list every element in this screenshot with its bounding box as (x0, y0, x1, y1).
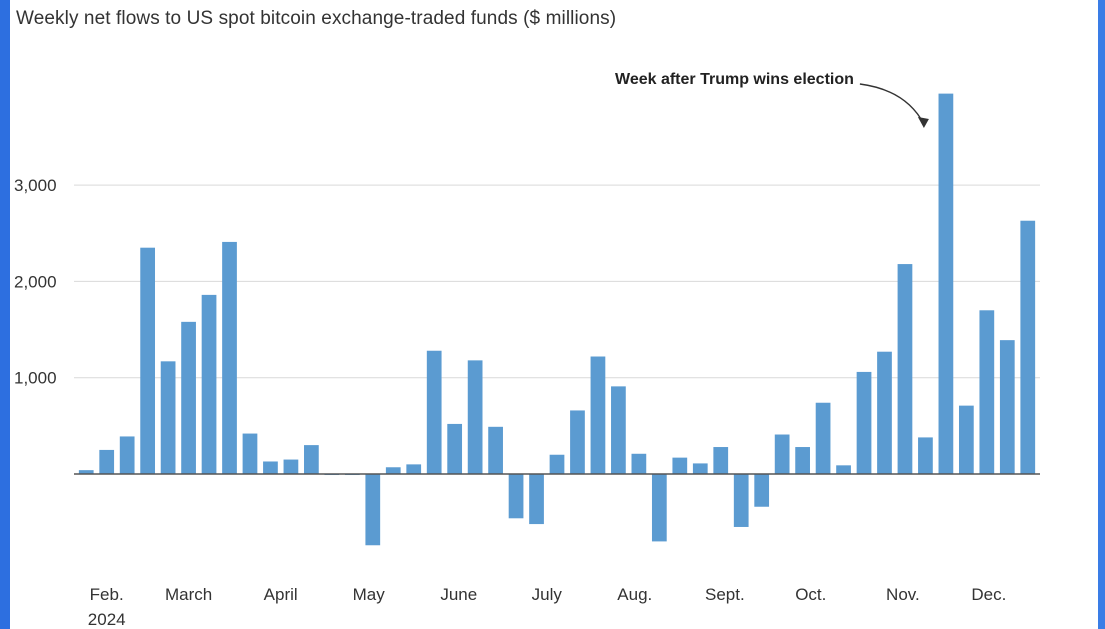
bar (181, 321, 196, 474)
chart-panel: Weekly net flows to US spot bitcoin exch… (10, 0, 1098, 629)
bar (1020, 220, 1036, 474)
bar (774, 434, 790, 474)
x-tick-label: Feb. (90, 585, 124, 604)
bar (406, 464, 422, 474)
x-tick-label: Nov. (886, 585, 920, 604)
x-tick-label: May (353, 585, 386, 604)
x-tick-label: Sept. (705, 585, 745, 604)
bar (304, 445, 319, 474)
bar (631, 453, 647, 474)
bar (713, 447, 729, 474)
bar (160, 361, 176, 474)
y-tick-label: 3,000 (14, 176, 57, 195)
annotation-arrowhead (917, 117, 929, 128)
bar (119, 436, 135, 474)
bar (365, 474, 381, 546)
bar (938, 93, 954, 475)
bar (99, 449, 115, 474)
chart-title: Weekly net flows to US spot bitcoin exch… (16, 8, 617, 29)
x-tick-label: April (264, 585, 298, 604)
bar (856, 371, 872, 474)
bar (836, 465, 851, 474)
x-tick-label: June (440, 585, 477, 604)
bar (692, 463, 708, 474)
bar (508, 474, 524, 519)
x-tick-label: Aug. (617, 585, 652, 604)
bar (815, 402, 831, 474)
annotation-arrow (859, 83, 925, 125)
bar (999, 340, 1015, 474)
bar (897, 264, 913, 474)
bar (447, 423, 463, 474)
bar (140, 247, 156, 474)
bar (549, 454, 565, 474)
bar (78, 470, 94, 474)
bar (467, 360, 483, 474)
x-tick-label: Dec. (971, 585, 1006, 604)
x-tick-label: March (165, 585, 212, 604)
x-tick-label: Oct. (795, 585, 826, 604)
bar (529, 474, 544, 525)
bar (488, 426, 503, 474)
bar (958, 405, 974, 474)
bar (222, 241, 237, 474)
y-tick-label: 2,000 (14, 272, 57, 291)
bar (651, 474, 667, 542)
bar (754, 474, 770, 507)
bar (283, 459, 299, 474)
bar (918, 437, 933, 474)
bar (877, 351, 892, 474)
bar (795, 447, 810, 474)
bar (590, 356, 606, 474)
bar (672, 457, 688, 474)
bar (733, 474, 749, 527)
bar (201, 294, 217, 474)
annotation-text: Week after Trump wins election (615, 71, 854, 88)
bar (979, 310, 995, 474)
x-year-label: 2024 (88, 610, 126, 629)
bar (242, 433, 258, 474)
x-tick-label: July (532, 585, 563, 604)
y-tick-label: 1,000 (14, 369, 57, 388)
bar (263, 461, 278, 474)
bar (426, 350, 442, 474)
bar (611, 386, 626, 474)
bar (385, 467, 401, 474)
bar-chart: 1,000 2,000 3,000 Feb. March April May June July… (14, 71, 1040, 629)
bar (570, 410, 585, 474)
